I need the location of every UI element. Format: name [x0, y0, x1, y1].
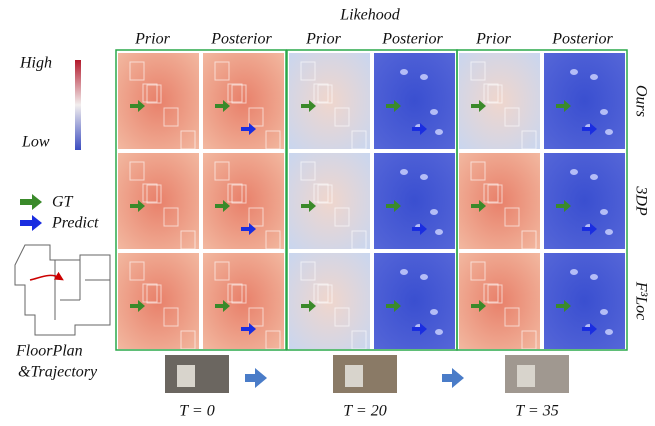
peak	[590, 174, 598, 180]
posterior-label: Posterior	[210, 31, 272, 48]
row-label: F³Loc	[632, 281, 649, 321]
figure: Likehood High Low GT Predict FloorPlan &…	[0, 0, 655, 426]
peak	[590, 74, 598, 80]
legend-predict: Predict	[51, 215, 99, 232]
row-label: 3DP	[632, 185, 649, 216]
heatmap	[544, 53, 625, 149]
prior-label: Prior	[475, 31, 511, 48]
legend-gt: GT	[52, 194, 74, 211]
peak	[430, 209, 438, 215]
observation-image	[333, 355, 397, 393]
peak	[600, 309, 608, 315]
image-detail	[517, 365, 535, 387]
posterior-label: Posterior	[551, 31, 613, 48]
observation-image	[165, 355, 229, 393]
gt-arrow	[20, 194, 42, 210]
timestep-label: T = 20	[343, 403, 386, 420]
peak	[420, 274, 428, 280]
peak	[600, 209, 608, 215]
peak	[600, 109, 608, 115]
peak	[420, 174, 428, 180]
peak	[570, 169, 578, 175]
row-label: Ours	[632, 85, 649, 117]
image-detail	[177, 365, 195, 387]
peak	[605, 229, 613, 235]
floorplan	[15, 245, 110, 335]
peak	[420, 74, 428, 80]
peak	[570, 269, 578, 275]
peak	[605, 129, 613, 135]
flow-arrow	[245, 368, 267, 388]
heatmap	[544, 153, 625, 249]
colorbar	[75, 60, 81, 150]
peak	[400, 269, 408, 275]
heatmap	[374, 153, 455, 249]
image-detail	[345, 365, 363, 387]
heatmap	[374, 53, 455, 149]
likelihood-title: Likehood	[339, 7, 401, 24]
colorbar-low: Low	[21, 134, 50, 151]
prior-label: Prior	[134, 31, 170, 48]
posterior-label: Posterior	[381, 31, 443, 48]
peak	[430, 109, 438, 115]
observation-image	[505, 355, 569, 393]
predict-arrow	[20, 215, 42, 231]
peak	[435, 129, 443, 135]
floorplan-caption: FloorPlan	[15, 343, 83, 360]
prior-label: Prior	[305, 31, 341, 48]
peak	[590, 274, 598, 280]
colorbar-high: High	[19, 55, 52, 72]
peak	[605, 329, 613, 335]
timestep-label: T = 35	[515, 403, 558, 420]
flow-arrow	[442, 368, 464, 388]
peak	[570, 69, 578, 75]
floorplan-caption: &Trajectory	[18, 364, 98, 381]
peak	[435, 329, 443, 335]
heatmap	[374, 253, 455, 349]
peak	[435, 229, 443, 235]
peak	[400, 169, 408, 175]
peak	[400, 69, 408, 75]
peak	[430, 309, 438, 315]
timestep-label: T = 0	[179, 403, 214, 420]
heatmap	[544, 253, 625, 349]
